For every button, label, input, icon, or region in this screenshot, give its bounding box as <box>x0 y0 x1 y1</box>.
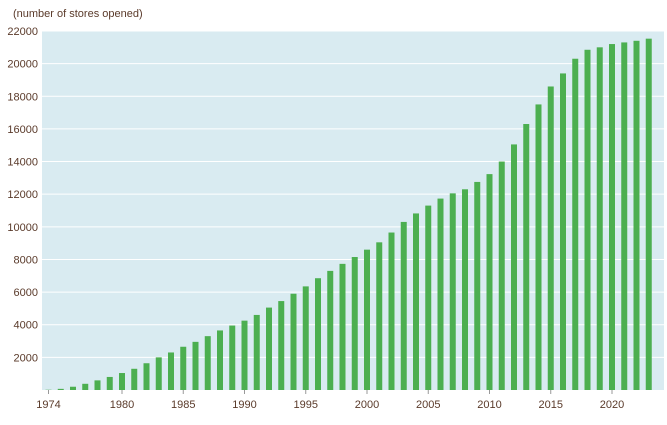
bar-2000 <box>364 250 370 390</box>
bar-2022 <box>634 41 640 390</box>
bar-2007 <box>450 193 456 390</box>
y-tick-label: 18000 <box>7 91 38 103</box>
bar-1975 <box>58 389 64 390</box>
bar-1987 <box>205 336 211 390</box>
bar-2021 <box>621 42 627 390</box>
bar-2001 <box>376 242 382 390</box>
bar-2009 <box>474 182 480 390</box>
y-tick-label: 6000 <box>14 287 38 299</box>
bar-2005 <box>425 206 431 390</box>
bar-2015 <box>548 86 554 390</box>
bar-2023 <box>646 39 652 390</box>
y-tick-label: 10000 <box>7 222 38 234</box>
x-tick-label: 1974 <box>36 399 60 411</box>
y-tick-label: 12000 <box>7 189 38 201</box>
bar-2012 <box>511 144 517 390</box>
bar-1998 <box>340 264 346 390</box>
bar-1978 <box>95 380 101 390</box>
y-tick-label: 14000 <box>7 157 38 169</box>
bar-1976 <box>70 387 76 390</box>
x-tick-label: 2015 <box>539 399 563 411</box>
bar-2014 <box>536 104 542 390</box>
y-tick-label: 22000 <box>7 26 38 38</box>
bar-1981 <box>131 369 137 390</box>
bar-2010 <box>487 174 493 390</box>
y-axis-unit-label: (number of stores opened) <box>13 8 143 20</box>
bar-1994 <box>291 294 297 390</box>
x-tick-label: 2000 <box>355 399 379 411</box>
bar-2013 <box>523 124 529 390</box>
bar-1992 <box>266 308 272 390</box>
y-tick-label: 8000 <box>14 254 38 266</box>
bar-2017 <box>572 59 578 390</box>
y-tick-label: 2000 <box>14 352 38 364</box>
bar-2004 <box>413 213 419 390</box>
bar-2003 <box>401 222 407 390</box>
x-tick-label: 1985 <box>171 399 195 411</box>
bar-1988 <box>217 330 223 390</box>
y-tick-label: 4000 <box>14 320 38 332</box>
bar-1991 <box>254 315 260 390</box>
y-axis: 2000 4000 6000 8000 10000 12000 14000 16000 1800… <box>7 26 38 364</box>
bar-1999 <box>352 257 358 390</box>
bar-1990 <box>242 321 248 390</box>
bar-2018 <box>585 50 591 390</box>
bar-1980 <box>119 373 125 390</box>
x-tick-label: 1980 <box>110 399 134 411</box>
bar-1995 <box>303 286 309 390</box>
bar-1997 <box>327 271 333 390</box>
bar-2008 <box>462 189 468 390</box>
x-tick-label: 2005 <box>416 399 440 411</box>
bar-2016 <box>560 73 566 390</box>
bar-2011 <box>499 162 505 390</box>
bar-2006 <box>438 199 444 390</box>
bar-1996 <box>315 278 321 390</box>
y-tick-label: 20000 <box>7 59 38 71</box>
x-tick-label: 2010 <box>477 399 501 411</box>
x-axis: 1974 1980 1985 1990 1995 2000 2005 2010 2015 2020 <box>36 390 624 411</box>
bar-2020 <box>609 44 615 390</box>
x-tick-label: 2020 <box>600 399 624 411</box>
bar-1977 <box>82 384 88 390</box>
bar-2019 <box>597 47 603 390</box>
bar-1984 <box>168 352 174 390</box>
bar-1979 <box>107 377 113 390</box>
x-tick-label: 1990 <box>232 399 256 411</box>
bar-1993 <box>278 301 284 390</box>
bar-1986 <box>193 342 199 390</box>
bar-1982 <box>144 363 150 390</box>
bar-1983 <box>156 357 162 390</box>
bar-1985 <box>180 347 186 390</box>
y-tick-label: 16000 <box>7 124 38 136</box>
bar-2002 <box>389 233 395 390</box>
x-tick-label: 1995 <box>294 399 318 411</box>
bar-1989 <box>229 326 235 390</box>
